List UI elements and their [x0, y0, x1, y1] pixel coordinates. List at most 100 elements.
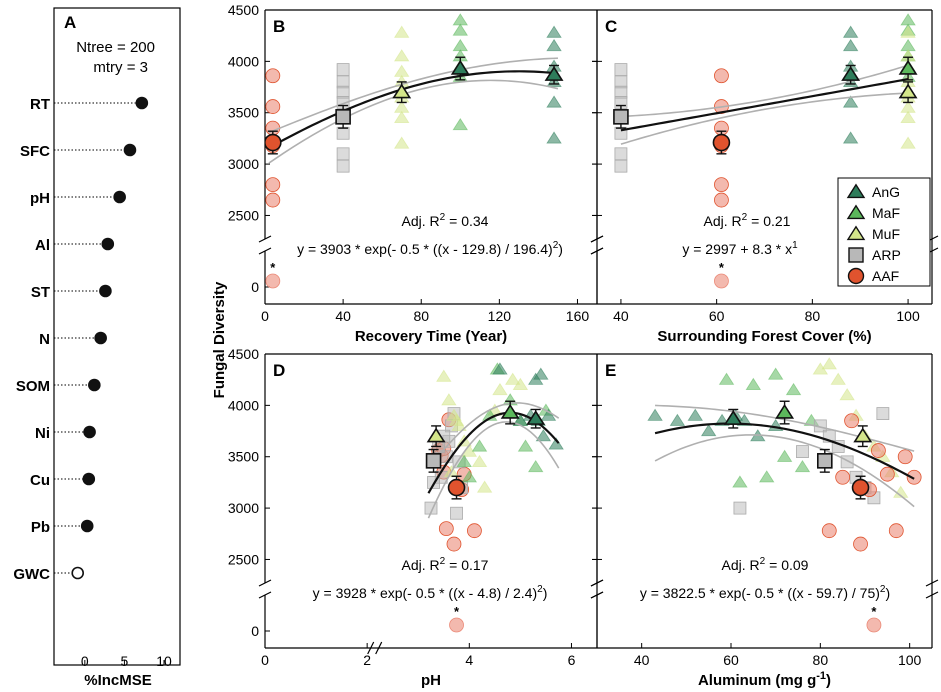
x-axis-break-mark: [367, 641, 375, 655]
x-tick-label: 0: [261, 652, 269, 668]
x-tick-label: 5: [121, 653, 129, 669]
mtry-annotation: mtry = 3: [93, 59, 148, 76]
adj-r2-text: Adj. R2 = 0.09: [722, 556, 809, 573]
category-label: Pb: [31, 519, 50, 536]
data-point: [700, 423, 717, 437]
data-point: [546, 95, 562, 108]
data-point: [471, 454, 488, 467]
x-tick-label: 80: [813, 652, 829, 668]
panel-a: A Ntree = 200 mtry = 3 RT SFC pH Al ST N SOM Ni…: [13, 7, 181, 689]
axis-break-mark: [590, 579, 604, 587]
ntree-annotation: Ntree = 200: [76, 39, 155, 56]
y-tick-label: 3500: [228, 449, 259, 465]
y-tick-label-zero: 0: [251, 623, 259, 639]
data-point: [714, 177, 729, 193]
panel-label: D: [273, 361, 285, 380]
data-point: [336, 159, 350, 173]
data-point: [450, 506, 463, 520]
data-point: [853, 536, 868, 552]
data-point: [533, 367, 549, 380]
adj-r2-prefix: Adj. R: [402, 213, 440, 229]
data-point: [393, 64, 410, 77]
mean-marker: [898, 59, 918, 75]
mean-marker: [898, 83, 918, 99]
equation-sup: 1: [792, 240, 798, 251]
x-tick-label: 100: [898, 652, 922, 668]
lollipop-point: [80, 519, 94, 533]
data-point: [842, 95, 859, 108]
y-tick-label: 2500: [228, 551, 259, 567]
panel-label: E: [605, 361, 616, 380]
data-point: [614, 147, 628, 161]
adj-r2-prefix: Adj. R: [402, 557, 440, 573]
x-axis-title-text: pH: [421, 672, 441, 689]
mean-marker: [544, 66, 564, 81]
equation-sup: 2: [537, 584, 543, 595]
data-point: [733, 501, 747, 515]
x-tick-label: 40: [613, 308, 629, 324]
data-point: [842, 131, 859, 144]
data-point: [467, 523, 482, 539]
equation-close: ): [558, 241, 563, 257]
lollipop-point: [71, 566, 85, 580]
legend-marker-arp: [848, 247, 864, 263]
data-point: [438, 521, 454, 537]
equation-body: y = 3903 * exp(- 0.5 * ((x - 129.8) / 19…: [297, 241, 553, 257]
x-axis-title-text: Recovery Time (Year): [355, 328, 507, 345]
data-point: [546, 25, 562, 38]
equation-body: y = 3928 * exp(- 0.5 * ((x - 4.8) / 2.4): [313, 585, 538, 601]
legend-label: MuF: [872, 226, 900, 242]
x-axis-break-mark: [375, 641, 383, 655]
significance-star: *: [719, 260, 725, 275]
adj-r2-sup: 2: [760, 556, 766, 567]
lollipop-point: [94, 331, 107, 345]
lollipop-point: [101, 237, 115, 251]
data-point: [441, 393, 457, 406]
x-tick-label: 10: [156, 653, 172, 669]
data-point: [452, 38, 469, 52]
y-tick-label: 3000: [228, 156, 259, 172]
mean-marker: [723, 410, 743, 425]
x-axis-title: Aluminum (mg g-1): [698, 670, 831, 689]
x-tick-label: 40: [634, 652, 650, 668]
data-point: [842, 25, 859, 38]
adj-r2-prefix: Adj. R: [704, 213, 742, 229]
data-point: [492, 362, 508, 375]
lollipop-point: [82, 472, 96, 486]
y-tick-label: 4500: [228, 2, 259, 18]
x-tick-label: 0: [81, 653, 89, 669]
mean-marker: [613, 109, 629, 125]
adj-r2-sup: 2: [440, 556, 446, 567]
category-label: ST: [31, 284, 50, 301]
x-axis-title: Surrounding Forest Cover (%): [657, 328, 871, 345]
y-tick-label-zero: 0: [251, 279, 259, 295]
x-tick-label: 40: [335, 308, 351, 324]
x-axis-title-superscript: -1: [816, 670, 826, 682]
mean-marker: [853, 427, 873, 443]
x-axis-title: Recovery Time (Year): [355, 328, 507, 345]
x-tick-label: 0: [261, 308, 269, 324]
axis-break-mark: [258, 579, 272, 587]
data-point: [906, 469, 922, 485]
equation-text: y = 3822.5 * exp(- 0.5 * ((x - 59.7) / 7…: [640, 584, 890, 601]
y-tick-label: 3000: [228, 500, 259, 516]
equation-close: ): [885, 585, 890, 601]
x-tick-label: 4: [465, 652, 473, 668]
x-tick-label: 100: [896, 308, 920, 324]
lollipop-point: [83, 425, 96, 439]
data-point: [794, 459, 811, 473]
legend-marker-aaf: [847, 267, 865, 285]
category-label: N: [39, 331, 50, 348]
outlier-point: [866, 617, 882, 633]
data-point: [471, 439, 488, 452]
adj-r2-text: Adj. R2 = 0.21: [704, 212, 791, 229]
mean-marker: [450, 59, 470, 75]
data-point: [452, 118, 469, 131]
panel-a-frame: [53, 7, 181, 666]
axis-break-mark: [258, 235, 272, 243]
adj-r2-prefix: Adj. R: [722, 557, 760, 573]
adj-r2-value: = 0.34: [445, 213, 488, 229]
significance-star: *: [871, 604, 877, 619]
category-label: Al: [35, 237, 50, 254]
data-point: [718, 372, 735, 385]
